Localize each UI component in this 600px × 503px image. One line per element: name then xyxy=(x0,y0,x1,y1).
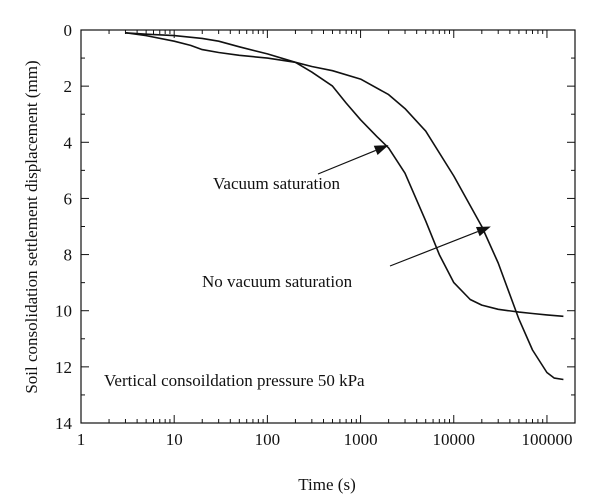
vacuum-saturation-label: Vacuum saturation xyxy=(213,174,340,193)
vacuum-saturation-arrow xyxy=(317,149,376,175)
x-tick-label: 1000 xyxy=(344,430,378,449)
y-tick-label: 10 xyxy=(55,302,72,321)
no-vacuum-saturation-arrow xyxy=(389,231,479,267)
x-axis-title: Time (s) xyxy=(298,475,355,494)
axis-ticks: 1 10 100 1000 10000 100000 0 2 4 6 8 10 12 14 xyxy=(55,21,576,449)
x-tick-label: 10000 xyxy=(433,430,476,449)
y-tick-label: 2 xyxy=(64,77,73,96)
y-tick-label: 4 xyxy=(64,133,73,152)
series-lines xyxy=(125,32,564,381)
y-tick-label: 14 xyxy=(55,414,73,433)
x-tick-label: 100 xyxy=(255,430,281,449)
vacuum-saturation-arrowhead xyxy=(373,145,389,156)
series-line-no-vacuum xyxy=(125,32,564,381)
x-tick-label: 100000 xyxy=(521,430,572,449)
x-tick-label: 10 xyxy=(166,430,183,449)
plot-area xyxy=(80,29,576,424)
pressure-note: Vertical consoildation pressure 50 kPa xyxy=(104,371,365,390)
annotations: Vacuum saturation No vacuum saturation V… xyxy=(104,145,491,390)
y-tick-label: 8 xyxy=(64,246,73,265)
no-vacuum-saturation-arrowhead xyxy=(475,226,491,237)
no-vacuum-saturation-label: No vacuum saturation xyxy=(202,272,353,291)
y-tick-label: 12 xyxy=(55,358,72,377)
y-axis-title: Soil consolidation settlement displaceme… xyxy=(22,60,41,393)
y-tick-label: 6 xyxy=(64,189,73,208)
series-line-vacuum xyxy=(125,32,564,318)
x-tick-label: 1 xyxy=(77,430,86,449)
plot-frame xyxy=(80,29,576,424)
y-tick-label: 0 xyxy=(64,21,73,40)
